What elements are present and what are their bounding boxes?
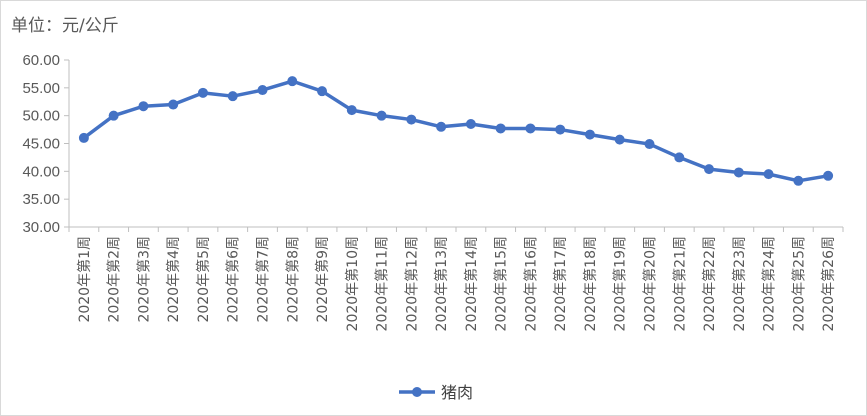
y-tick-label: 30.00 <box>22 219 60 236</box>
x-tick-label: 2020年第10周 <box>344 236 361 331</box>
x-tick-label: 2020年第7周 <box>255 236 272 323</box>
data-point <box>614 134 625 145</box>
x-tick-label: 2020年第8周 <box>284 236 301 323</box>
data-point <box>138 101 149 112</box>
y-tick-label: 40.00 <box>22 163 60 180</box>
legend-label: 猪肉 <box>441 383 473 402</box>
x-tick-label: 2020年第12周 <box>403 236 420 331</box>
data-point <box>465 119 476 130</box>
data-point <box>406 114 417 125</box>
data-point <box>376 110 387 121</box>
data-point <box>763 169 774 180</box>
x-tick-label: 2020年第26周 <box>820 236 837 331</box>
x-tick-label: 2020年第22周 <box>701 236 718 331</box>
x-tick-label: 2020年第15周 <box>493 236 510 331</box>
x-tick-label: 2020年第25周 <box>790 236 807 331</box>
data-point <box>227 91 238 102</box>
data-point <box>78 132 89 143</box>
x-tick-label: 2020年第5周 <box>195 236 212 323</box>
legend-marker <box>412 387 422 397</box>
x-tick-label: 2020年第21周 <box>671 236 688 331</box>
data-point <box>704 164 715 175</box>
x-tick-label: 2020年第20周 <box>642 236 659 331</box>
data-point <box>317 86 328 97</box>
data-point <box>823 170 834 181</box>
data-point <box>436 121 447 132</box>
data-point <box>168 99 179 110</box>
x-tick-label: 2020年第2周 <box>106 236 123 323</box>
x-tick-label: 2020年第19周 <box>612 236 629 331</box>
series <box>78 76 834 186</box>
data-point <box>197 87 208 98</box>
legend: 猪肉 <box>399 383 473 402</box>
unit-label: 单位：元/公斤 <box>11 16 119 36</box>
x-tick-label: 2020年第18周 <box>582 236 599 331</box>
data-point <box>555 124 566 135</box>
data-point <box>287 76 298 87</box>
data-point <box>793 175 804 186</box>
data-point <box>584 129 595 140</box>
x-axis: 2020年第1周 2020年第2周 2020年第3周 2020年第4周 2020年第5周… <box>68 226 844 331</box>
y-tick-label: 60.00 <box>22 52 60 69</box>
series-line <box>82 79 830 183</box>
x-tick-label: 2020年第13周 <box>433 236 450 331</box>
x-tick-label: 2020年第6周 <box>225 236 242 323</box>
x-tick-label: 2020年第1周 <box>76 236 93 323</box>
y-tick-label: 35.00 <box>22 191 60 208</box>
data-point <box>674 152 685 163</box>
x-tick-label: 2020年第16周 <box>522 236 539 331</box>
data-point <box>346 105 357 116</box>
data-point <box>495 123 506 134</box>
y-tick-label: 55.00 <box>22 80 60 97</box>
data-point <box>525 123 536 134</box>
data-point <box>733 167 744 178</box>
x-tick-label: 2020年第17周 <box>552 236 569 331</box>
data-point <box>108 110 119 121</box>
y-axis: 30.00 35.00 40.00 45.00 50.00 55.00 60.00 <box>22 52 70 236</box>
x-tick-label: 2020年第23周 <box>731 236 748 331</box>
x-tick-label: 2020年第9周 <box>314 236 331 323</box>
y-tick-label: 50.00 <box>22 108 60 125</box>
y-tick-label: 45.00 <box>22 136 60 153</box>
data-point <box>644 139 655 150</box>
x-tick-label: 2020年第14周 <box>463 236 480 331</box>
x-tick-label: 2020年第3周 <box>135 236 152 323</box>
x-tick-label: 2020年第11周 <box>374 236 391 331</box>
x-tick-label: 2020年第24周 <box>761 236 778 331</box>
data-point <box>257 85 268 96</box>
x-tick-label: 2020年第4周 <box>165 236 182 323</box>
